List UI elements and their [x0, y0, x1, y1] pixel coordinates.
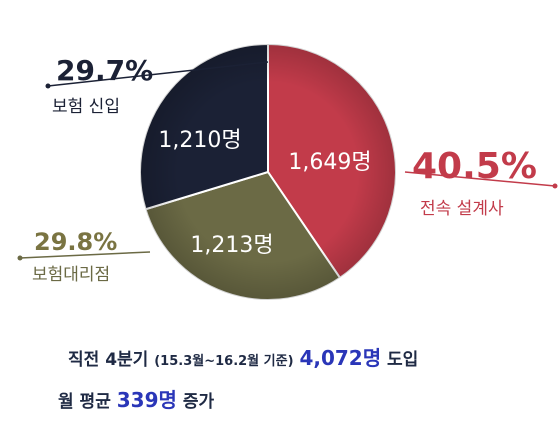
caption-total: 4,072명: [299, 346, 382, 370]
callout-line: [47, 61, 269, 87]
caption-prefix: 직전 4분기: [68, 350, 149, 370]
caption-avg-prefix: 월 평균: [58, 392, 111, 412]
slice-percent-label: 29.8%: [34, 228, 117, 256]
callout-dot: [552, 183, 558, 189]
slice-category-label: 보험 신입: [52, 97, 120, 117]
caption-suffix: 도입: [387, 350, 419, 370]
slice-percent-label: 29.7%: [56, 54, 153, 87]
slice-count-label: 1,649명: [288, 150, 371, 175]
callout-dot: [17, 255, 23, 261]
slice-category-label: 보험대리점: [32, 265, 110, 285]
slice-category-label: 전속 설계사: [420, 199, 504, 219]
pie-labels: 1,649명 40.5% 전속 설계사 1,213명 29.8% 보험대리점 1,210명 2…: [17, 54, 558, 285]
slice-count-label: 1,210명: [158, 128, 241, 153]
caption-avg-value: 339명: [116, 388, 177, 412]
caption-line-2: 월 평균 339명 증가: [0, 384, 560, 413]
callout-line: [404, 171, 556, 187]
pie-shading: [140, 44, 396, 300]
caption-period: (15.3월~16.2월 기준): [154, 354, 294, 369]
slice-percent-label: 40.5%: [412, 146, 537, 187]
slice-count-label: 1,213명: [190, 233, 273, 258]
callout-line: [19, 251, 151, 259]
callout-dot: [45, 83, 51, 89]
caption-avg-suffix: 증가: [182, 392, 215, 412]
caption-line-1: 직전 4분기 (15.3월~16.2월 기준) 4,072명 도입: [0, 342, 560, 371]
